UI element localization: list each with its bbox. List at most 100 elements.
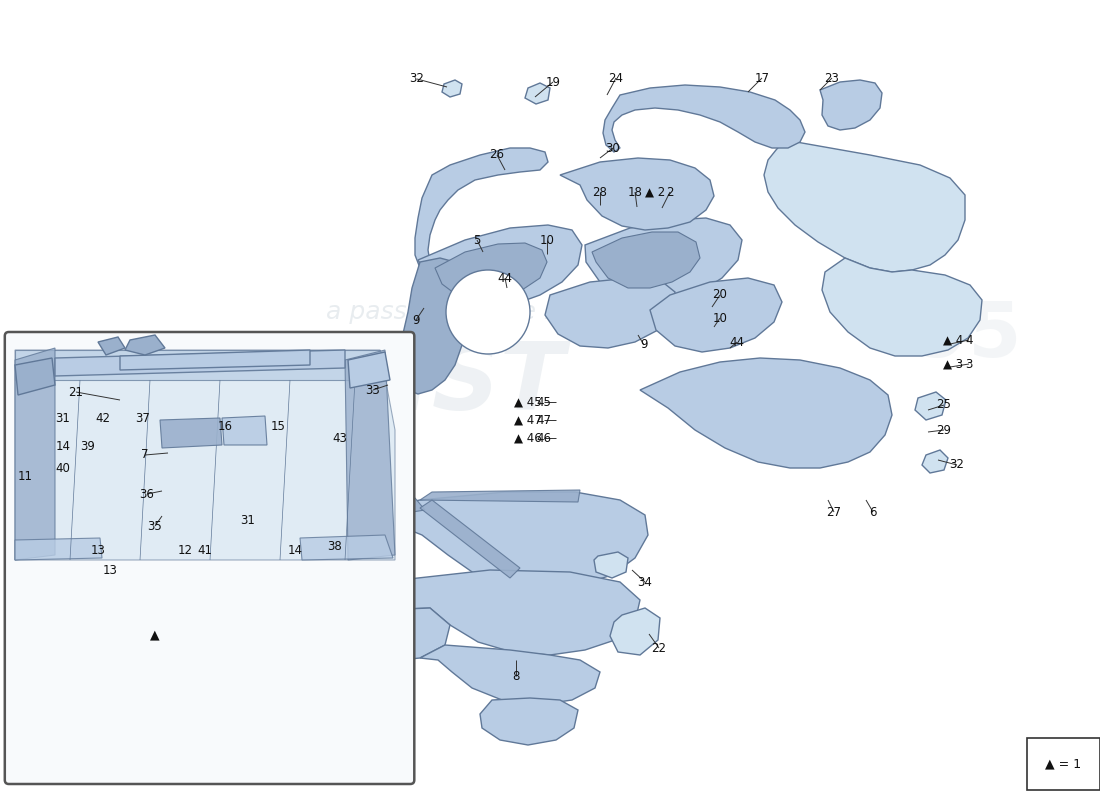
Polygon shape: [603, 85, 805, 152]
Text: 10: 10: [540, 234, 554, 246]
Text: ▲ 46: ▲ 46: [514, 431, 542, 445]
Text: 25: 25: [936, 398, 952, 411]
Polygon shape: [915, 392, 946, 420]
Polygon shape: [352, 372, 392, 410]
Text: 10: 10: [713, 311, 727, 325]
Text: a passion for the best: a passion for the best: [326, 300, 598, 324]
Polygon shape: [442, 80, 462, 97]
Text: 47: 47: [537, 414, 551, 426]
Text: 30: 30: [606, 142, 620, 154]
Polygon shape: [278, 600, 450, 662]
Text: 34: 34: [638, 575, 652, 589]
Text: ▲: ▲: [151, 629, 160, 642]
Text: 12: 12: [177, 545, 192, 558]
Text: 45: 45: [537, 395, 551, 409]
Polygon shape: [822, 258, 982, 356]
Text: 13: 13: [102, 565, 118, 578]
Text: 46: 46: [537, 431, 551, 445]
Polygon shape: [102, 385, 145, 428]
Text: ▲ 2: ▲ 2: [645, 186, 665, 198]
Text: 26: 26: [490, 149, 505, 162]
Polygon shape: [820, 80, 882, 130]
Polygon shape: [420, 500, 520, 578]
Polygon shape: [160, 418, 222, 448]
Text: 36: 36: [140, 487, 154, 501]
Polygon shape: [415, 148, 548, 275]
Polygon shape: [480, 698, 578, 745]
Text: 19: 19: [546, 75, 561, 89]
Text: 31: 31: [241, 514, 255, 527]
Text: ▲ 4: ▲ 4: [943, 334, 964, 346]
Text: 7: 7: [141, 449, 149, 462]
Text: 2: 2: [667, 186, 673, 198]
Text: 14: 14: [287, 545, 303, 558]
Text: 42: 42: [96, 413, 110, 426]
Text: 44: 44: [729, 335, 745, 349]
Polygon shape: [55, 350, 345, 376]
Text: 31: 31: [56, 413, 70, 426]
Polygon shape: [345, 350, 395, 560]
Text: 22: 22: [651, 642, 667, 654]
Polygon shape: [265, 528, 360, 600]
Text: 32: 32: [949, 458, 965, 471]
Polygon shape: [594, 552, 628, 578]
Text: 35: 35: [147, 519, 163, 533]
Text: 28: 28: [593, 186, 607, 198]
Text: 33: 33: [365, 383, 381, 397]
Text: ▲ 47: ▲ 47: [514, 414, 542, 426]
Text: ▲ 45: ▲ 45: [514, 395, 542, 409]
Polygon shape: [15, 350, 379, 380]
Text: 6: 6: [869, 506, 877, 518]
Text: 14: 14: [55, 439, 70, 453]
Text: 39: 39: [80, 439, 96, 453]
Polygon shape: [188, 468, 358, 542]
Polygon shape: [764, 140, 965, 272]
Polygon shape: [544, 278, 675, 348]
FancyBboxPatch shape: [4, 332, 415, 784]
Text: 40: 40: [56, 462, 70, 475]
Polygon shape: [398, 258, 465, 394]
Text: 3: 3: [966, 358, 972, 370]
Text: 38: 38: [328, 539, 342, 553]
Text: 29: 29: [936, 423, 952, 437]
Polygon shape: [245, 492, 648, 590]
Text: 15: 15: [271, 419, 285, 433]
Circle shape: [446, 270, 530, 354]
Text: 16: 16: [218, 419, 232, 433]
Text: ▲ = 1: ▲ = 1: [1045, 758, 1081, 770]
Text: 41: 41: [198, 545, 212, 558]
Polygon shape: [98, 337, 125, 355]
Polygon shape: [15, 348, 55, 560]
Polygon shape: [420, 490, 580, 502]
Text: ▲ 3: ▲ 3: [943, 358, 964, 370]
Text: 43: 43: [332, 433, 348, 446]
Polygon shape: [610, 608, 660, 655]
Polygon shape: [15, 350, 395, 560]
FancyBboxPatch shape: [1026, 738, 1100, 790]
Text: 44: 44: [497, 271, 513, 285]
Polygon shape: [525, 83, 550, 104]
Text: 9: 9: [412, 314, 420, 326]
Polygon shape: [15, 358, 55, 395]
Polygon shape: [300, 535, 393, 560]
Text: 4: 4: [966, 334, 972, 346]
Text: 32: 32: [409, 73, 425, 86]
Polygon shape: [650, 278, 782, 352]
Text: 5: 5: [473, 234, 481, 246]
Text: 27: 27: [826, 506, 842, 518]
Polygon shape: [922, 450, 948, 473]
Polygon shape: [434, 243, 547, 300]
Polygon shape: [330, 570, 640, 655]
Polygon shape: [418, 225, 582, 308]
Text: ELIST: ELIST: [272, 338, 564, 430]
Text: 13: 13: [90, 545, 106, 558]
Text: 23: 23: [825, 71, 839, 85]
Polygon shape: [560, 158, 714, 230]
Polygon shape: [250, 498, 425, 540]
Text: 18: 18: [628, 186, 642, 198]
Polygon shape: [158, 442, 195, 473]
Text: 11: 11: [18, 470, 33, 482]
Polygon shape: [120, 350, 310, 370]
Text: 17: 17: [755, 71, 770, 85]
Polygon shape: [592, 232, 700, 288]
